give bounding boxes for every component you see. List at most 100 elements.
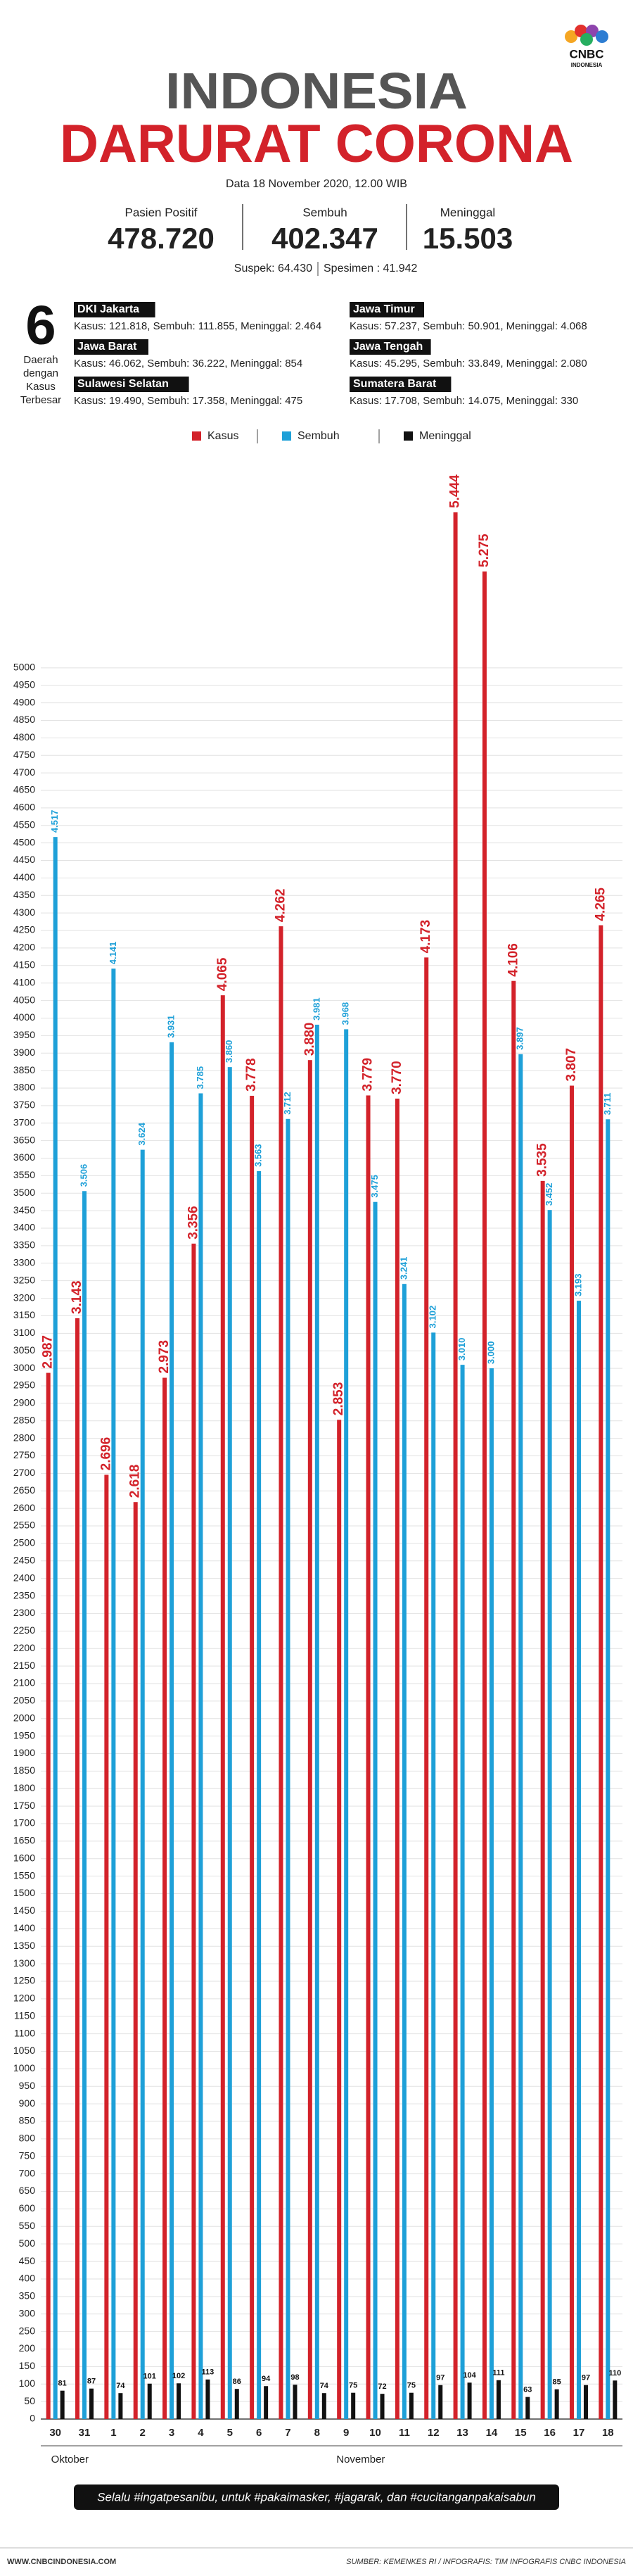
y-tick-label: 2950 <box>13 1379 35 1391</box>
bar <box>380 2394 385 2419</box>
x-tick-label: 8 <box>314 2427 320 2439</box>
value-label: 3.143 <box>70 1280 84 1314</box>
title-line1: INDONESIA <box>165 63 468 120</box>
value-label: 4.106 <box>506 943 520 977</box>
legend-swatch <box>192 431 201 441</box>
y-tick-label: 1050 <box>13 2045 35 2056</box>
y-tick-label: 3550 <box>13 1169 35 1180</box>
y-tick-label: 3100 <box>13 1327 35 1338</box>
y-tick-label: 4700 <box>13 766 35 778</box>
month-label: November <box>336 2454 385 2465</box>
value-label: 94 <box>262 2375 271 2383</box>
value-label: 3.779 <box>361 1058 376 1092</box>
y-tick-label: 1100 <box>14 2027 35 2038</box>
region-detail: Kasus: 45.295, Sembuh: 33.849, Meninggal… <box>350 358 587 370</box>
value-label: 3.778 <box>244 1058 259 1092</box>
y-tick-label: 2200 <box>13 1642 35 1653</box>
y-tick-label: 4200 <box>13 942 35 953</box>
y-tick-label: 1400 <box>13 1922 35 1933</box>
y-tick-label: 850 <box>19 2115 36 2126</box>
bar <box>460 1365 465 2419</box>
y-tick-label: 150 <box>19 2360 36 2371</box>
bar <box>569 1085 574 2419</box>
y-tick-label: 3200 <box>13 1292 35 1303</box>
bar <box>220 995 225 2419</box>
y-tick-label: 4850 <box>13 714 35 725</box>
y-tick-label: 2000 <box>13 1712 35 1723</box>
y-tick-label: 1250 <box>13 1975 35 1986</box>
value-label: 3.102 <box>428 1306 438 1329</box>
x-tick-label: 30 <box>49 2427 61 2439</box>
y-tick-label: 750 <box>19 2149 36 2161</box>
spesimen: Spesimen : 41.942 <box>324 263 418 274</box>
stat-value: 478.720 <box>108 222 215 255</box>
y-tick-label: 900 <box>19 2097 36 2109</box>
y-tick-label: 3700 <box>13 1116 35 1128</box>
bar <box>104 1475 109 2419</box>
bar <box>351 2392 356 2419</box>
bar <box>177 2383 181 2419</box>
y-tick-label: 650 <box>19 2185 36 2196</box>
bar <box>82 1191 87 2419</box>
y-tick-label: 3850 <box>13 1064 35 1075</box>
y-tick-label: 800 <box>19 2133 36 2144</box>
y-tick-label: 600 <box>19 2202 36 2214</box>
y-tick-label: 3800 <box>13 1082 35 1093</box>
region-name: Sumatera Barat <box>353 378 437 390</box>
value-label: 3.535 <box>535 1143 550 1177</box>
value-label: 3.770 <box>390 1061 404 1094</box>
value-label: 3.624 <box>136 1122 147 1145</box>
x-tick-label: 9 <box>343 2427 349 2439</box>
value-label: 4.262 <box>273 889 288 923</box>
y-tick-label: 2900 <box>13 1397 35 1408</box>
bar <box>496 2380 501 2419</box>
y-tick-label: 3150 <box>13 1309 35 1320</box>
x-tick-label: 10 <box>369 2427 381 2439</box>
x-tick-label: 3 <box>169 2427 174 2439</box>
value-label: 3.968 <box>340 1002 351 1025</box>
bar <box>547 1210 552 2419</box>
region-name: DKI Jakarta <box>77 303 139 315</box>
y-tick-label: 2850 <box>13 1414 35 1425</box>
y-tick-label: 4450 <box>13 854 35 865</box>
value-label: 75 <box>349 2382 357 2390</box>
region-name-bg <box>74 302 155 317</box>
region-caption: Daerah <box>23 354 58 366</box>
y-tick-label: 0 <box>30 2413 35 2424</box>
y-tick-label: 2300 <box>13 1607 35 1618</box>
y-tick-label: 2050 <box>13 1695 35 1706</box>
bar <box>46 1372 51 2419</box>
logo-name: CNBC <box>569 47 603 61</box>
value-label: 3.010 <box>456 1338 467 1361</box>
legend-swatch <box>404 431 413 441</box>
region-name-bg <box>350 339 431 355</box>
x-tick-label: 6 <box>256 2427 262 2439</box>
date: Data 18 November 2020, 12.00 WIB <box>226 178 407 190</box>
region-caption: dengan <box>23 367 58 379</box>
y-tick-label: 3250 <box>13 1274 35 1285</box>
y-tick-label: 1950 <box>13 1729 35 1741</box>
bar <box>518 1054 523 2419</box>
value-label: 5.444 <box>448 474 463 508</box>
bar <box>337 1420 342 2419</box>
y-tick-label: 200 <box>19 2342 36 2354</box>
bar <box>554 2389 559 2419</box>
region-detail: Kasus: 121.818, Sembuh: 111.855, Meningg… <box>74 320 321 332</box>
region-name: Jawa Tengah <box>353 341 423 353</box>
bar <box>118 2393 123 2419</box>
bar <box>613 2380 618 2419</box>
y-tick-label: 1500 <box>13 1887 35 1898</box>
region-detail: Kasus: 57.237, Sembuh: 50.901, Meninggal… <box>350 320 587 332</box>
logo-petal <box>596 30 608 43</box>
value-label: 4.173 <box>418 920 433 954</box>
y-tick-label: 4250 <box>13 924 35 935</box>
x-tick-label: 14 <box>486 2427 498 2439</box>
y-tick-label: 2600 <box>13 1502 35 1513</box>
site: WWW.CNBCINDONESIA.COM <box>7 2558 116 2566</box>
y-tick-label: 1750 <box>13 1800 35 1811</box>
bar <box>467 2382 472 2419</box>
value-label: 72 <box>378 2382 386 2391</box>
y-tick-label: 4100 <box>13 976 35 987</box>
stat-label: Pasien Positif <box>125 206 198 219</box>
